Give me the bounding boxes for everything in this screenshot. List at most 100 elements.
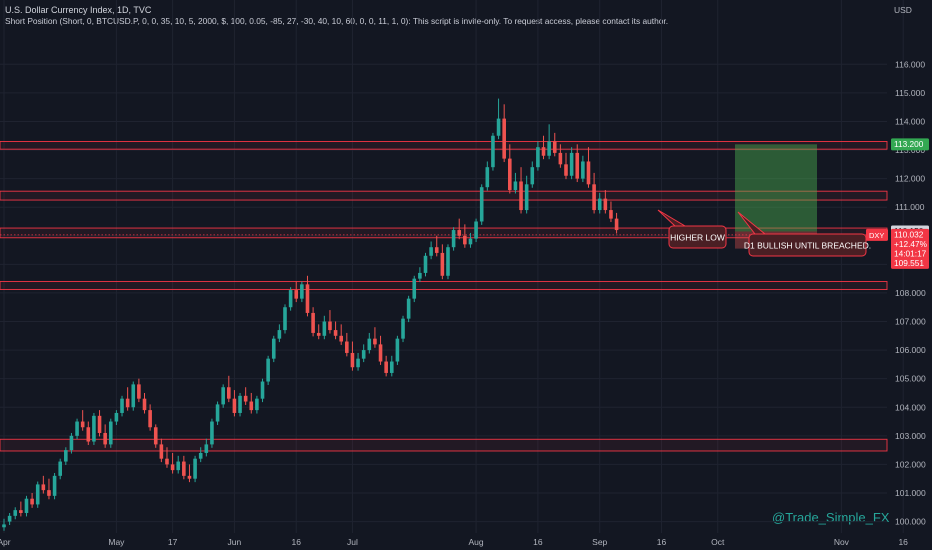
candle-body <box>339 335 343 342</box>
candle-body <box>80 421 85 428</box>
y-tick-label: 115.000 <box>895 88 925 98</box>
candle-body <box>300 284 304 299</box>
y-tick-label: 116.000 <box>895 59 925 69</box>
symbol-tag-text: DXY <box>869 231 884 240</box>
support-resistance-zones <box>0 141 888 452</box>
candle <box>524 175 529 214</box>
x-tick-label: May <box>108 537 125 547</box>
candle-body <box>524 184 529 211</box>
candle-body <box>389 361 394 373</box>
candle <box>581 155 585 183</box>
x-tick-label: 16 <box>533 537 543 547</box>
candle <box>92 412 96 445</box>
candle-body <box>153 427 158 445</box>
candle-body <box>586 161 591 185</box>
candle-body <box>592 184 596 211</box>
candle <box>597 192 602 214</box>
candle <box>187 464 192 483</box>
candle-body <box>395 338 400 362</box>
x-tick-label: 17 <box>168 537 178 547</box>
candle <box>536 141 540 171</box>
candle <box>339 324 343 345</box>
candle <box>530 161 535 188</box>
candle-body <box>536 147 540 168</box>
y-tick-label: 106.000 <box>895 345 926 355</box>
candle <box>170 452 175 474</box>
x-tick-label: 16 <box>657 537 667 547</box>
candle-body <box>418 272 422 279</box>
candle <box>373 327 377 348</box>
candle <box>333 321 338 340</box>
candle-body <box>30 498 34 505</box>
candle-body <box>255 398 259 411</box>
candle-body <box>92 415 96 442</box>
last-price-tag-text: 14:01:17 <box>894 248 927 258</box>
y-tick-label: 104.000 <box>895 402 926 412</box>
candle-body <box>547 141 551 156</box>
candle <box>418 267 422 283</box>
candle <box>41 475 46 494</box>
candle <box>508 144 512 194</box>
candle-body <box>496 118 501 136</box>
candle <box>395 335 400 365</box>
candle-body <box>333 330 338 336</box>
candle <box>271 335 276 363</box>
sr-zone <box>0 141 888 150</box>
candle-body <box>479 187 484 222</box>
candle <box>463 224 467 248</box>
candle-body <box>221 387 225 405</box>
candle-body <box>519 181 523 211</box>
chart-title: U.S. Dollar Currency Index, 1D, TVC <box>5 5 152 15</box>
candle <box>266 355 270 385</box>
candle <box>255 395 259 414</box>
grid-lines <box>0 0 904 533</box>
candle <box>204 438 209 457</box>
candle-body <box>485 167 490 188</box>
candle-body <box>322 321 327 336</box>
candle-body <box>86 427 91 442</box>
candle <box>13 507 18 520</box>
candle <box>519 167 523 214</box>
candle-body <box>401 318 405 339</box>
candle <box>193 455 197 483</box>
candle-body <box>457 230 462 236</box>
candle-body <box>114 412 119 422</box>
x-tick-label: Oct <box>711 537 725 547</box>
candle-body <box>378 344 383 362</box>
candle-body <box>52 475 57 496</box>
candle <box>35 481 40 508</box>
candle-body <box>356 358 360 368</box>
time-axis[interactable]: AprMay17Jun16JulAug16Sep16OctNov16Dec <box>0 537 932 547</box>
candle <box>479 184 484 225</box>
candle <box>345 332 349 357</box>
candle <box>75 418 79 440</box>
target-price-tag: 113.200 <box>891 138 929 151</box>
y-tick-label: 107.000 <box>895 317 926 327</box>
candle <box>58 458 62 480</box>
candle-body <box>603 198 608 211</box>
y-tick-label: 101.000 <box>895 488 926 498</box>
candle <box>429 241 433 260</box>
candle-body <box>508 158 512 191</box>
price-axis[interactable]: USD 100.000 101.000 102.000 103.000 104.000 10… <box>866 5 929 527</box>
x-tick-label: 16 <box>898 537 908 547</box>
candle-body <box>311 312 315 333</box>
candle <box>502 104 506 163</box>
candle <box>496 98 501 140</box>
candle-body <box>260 381 265 399</box>
candle-body <box>468 238 473 245</box>
candle-body <box>350 352 355 368</box>
candle-body <box>491 135 495 168</box>
candle-body <box>316 332 321 336</box>
candle <box>24 495 29 517</box>
candle <box>513 172 518 194</box>
candle <box>142 392 147 414</box>
candle-body <box>288 290 293 308</box>
candle-body <box>13 510 18 516</box>
candle <box>485 161 490 191</box>
candle <box>277 324 282 343</box>
candle <box>541 135 546 160</box>
